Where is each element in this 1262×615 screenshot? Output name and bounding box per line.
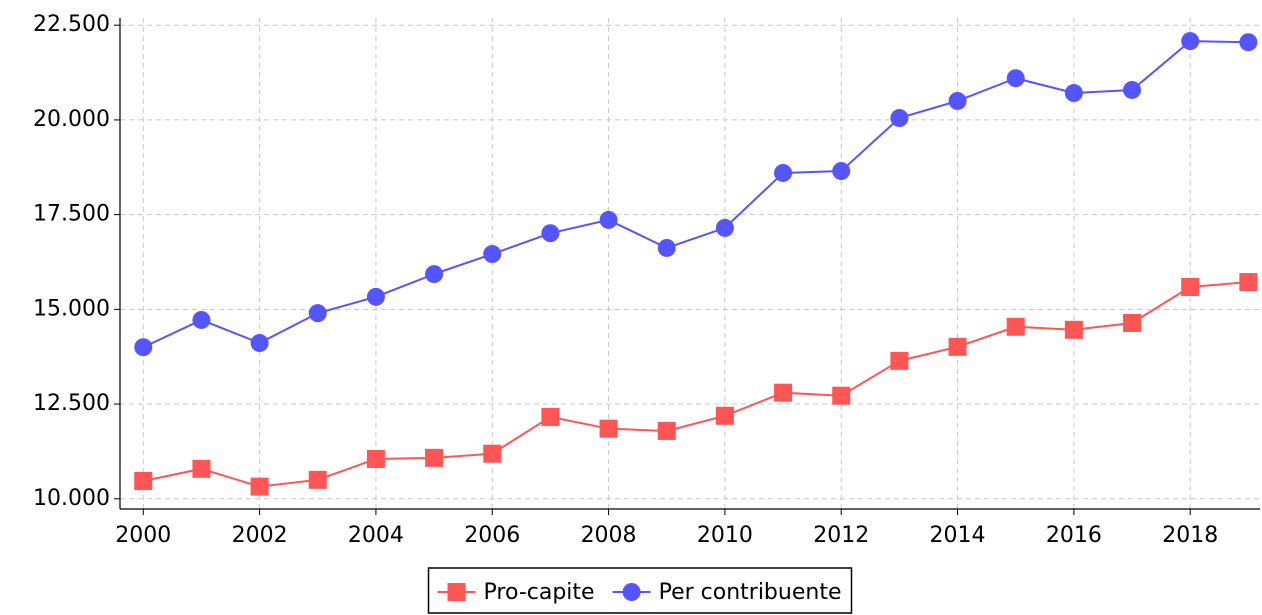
data-point	[890, 351, 909, 370]
data-point	[1239, 33, 1258, 52]
data-point	[1006, 317, 1025, 336]
data-point	[599, 210, 618, 229]
data-point	[483, 245, 502, 264]
x-tick-label: 2000	[115, 523, 171, 548]
x-tick-label: 2010	[697, 523, 753, 548]
data-point	[832, 386, 851, 405]
y-tick-label: 22.500	[33, 12, 110, 37]
data-point	[192, 310, 211, 329]
data-point	[425, 448, 444, 467]
data-point	[425, 265, 444, 284]
series-line	[142, 40, 1249, 349]
data-point	[250, 477, 269, 496]
data-point	[366, 287, 385, 306]
data-point	[599, 419, 618, 438]
data-point	[774, 383, 793, 402]
data-point	[1181, 277, 1200, 296]
x-tick-label: 2002	[232, 523, 288, 548]
data-point	[134, 338, 153, 357]
data-point	[774, 163, 793, 182]
data-point	[1064, 84, 1083, 103]
y-tick-label: 12.500	[33, 391, 110, 416]
y-tick-label: 20.000	[33, 107, 110, 132]
legend: Pro-capite Per contribuente	[427, 567, 853, 614]
data-point	[1239, 273, 1258, 292]
legend-marker	[622, 583, 641, 601]
y-tick-label: 10.000	[33, 486, 110, 511]
y-tick-label: 17.500	[33, 202, 110, 227]
data-point	[657, 421, 676, 440]
x-tick-label: 2004	[348, 523, 404, 548]
data-point	[366, 449, 385, 468]
y-tick-label: 15.000	[33, 296, 110, 321]
data-point	[541, 224, 560, 243]
legend-marker	[447, 583, 466, 601]
x-tick-label: 2014	[930, 523, 986, 548]
data-point	[1064, 320, 1083, 339]
data-point	[308, 304, 327, 323]
data-point	[657, 238, 676, 257]
legend-label: Pro-capite	[484, 580, 595, 605]
x-tick-label: 2008	[581, 523, 637, 548]
data-point	[948, 337, 967, 356]
data-point	[715, 218, 734, 237]
x-tick-label: 2006	[464, 523, 520, 548]
data-point	[308, 470, 327, 489]
data-point	[483, 444, 502, 463]
legend-label: Per contribuente	[659, 580, 842, 605]
data-point	[250, 334, 269, 353]
data-point	[192, 459, 211, 478]
x-tick-label: 2012	[813, 523, 869, 548]
data-point	[715, 406, 734, 425]
x-tick-label: 2018	[1162, 523, 1218, 548]
data-point	[134, 471, 153, 490]
series-line	[143, 281, 1249, 488]
data-point	[1123, 313, 1142, 332]
data-point	[1006, 69, 1025, 88]
data-point	[1123, 80, 1142, 99]
data-point	[948, 91, 967, 110]
data-point	[1181, 32, 1200, 51]
data-point	[890, 109, 909, 128]
x-tick-label: 2016	[1046, 523, 1102, 548]
data-point	[541, 407, 560, 426]
data-point	[832, 162, 851, 181]
